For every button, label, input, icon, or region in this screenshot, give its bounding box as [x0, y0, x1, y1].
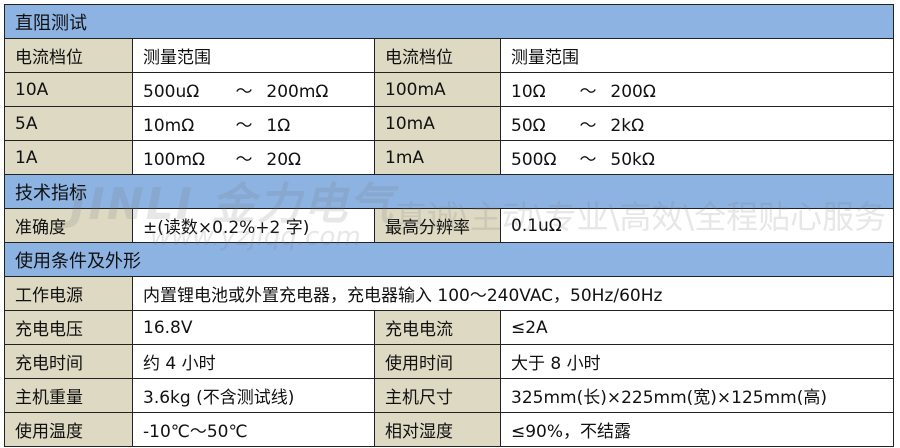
section-dc-header: 直阻测试 [4, 4, 894, 39]
resolution-value: 0.1uΩ [500, 208, 894, 243]
spec-label: 充电时间 [4, 344, 133, 379]
section-title: 技术指标 [4, 174, 894, 209]
measure-range: 10mΩ ～ 1Ω [132, 106, 375, 141]
spec-value: 3.6kg (不含测试线) [132, 378, 375, 413]
header-cell: 测量范围 [500, 38, 894, 73]
section-cond-header: 使用条件及外形 [4, 242, 894, 277]
spec-label: 使用温度 [4, 412, 133, 447]
table-row: 主机重量 3.6kg (不含测试线) 主机尺寸 325mm(长)×225mm(宽… [4, 378, 894, 413]
spec-value: ≤90%，不结露 [500, 412, 894, 447]
spec-value: -10℃～50℃ [132, 412, 375, 447]
accuracy-label: 准确度 [4, 208, 133, 243]
current-range: 10mA [374, 106, 501, 141]
spec-value: 325mm(长)×225mm(宽)×125mm(高) [500, 378, 894, 413]
header-cell: 电流档位 [374, 38, 501, 73]
header-cell: 电流档位 [4, 38, 133, 73]
spec-label: 主机尺寸 [374, 378, 501, 413]
measure-range: 50Ω ～ 2kΩ [500, 106, 894, 141]
resolution-label: 最高分辨率 [374, 208, 501, 243]
table-row: 10A 500uΩ ～ 200mΩ 100mA 10Ω ～ 200Ω [4, 72, 894, 107]
table-row: 充电时间 约 4 小时 使用时间 大于 8 小时 [4, 344, 894, 379]
table-row: 5A 10mΩ ～ 1Ω 10mA 50Ω ～ 2kΩ [4, 106, 894, 141]
table-header-row: 电流档位 测量范围 电流档位 测量范围 [4, 38, 894, 73]
power-value: 内置锂电池或外置充电器，充电器输入 100～240VAC，50Hz/60Hz [132, 276, 894, 311]
section-title: 使用条件及外形 [4, 242, 894, 277]
spec-label: 主机重量 [4, 378, 133, 413]
measure-range: 100mΩ ～ 20Ω [132, 140, 375, 175]
spec-value: 16.8V [132, 310, 375, 345]
spec-label: 相对湿度 [374, 412, 501, 447]
spec-label: 使用时间 [374, 344, 501, 379]
table-row: 工作电源 内置锂电池或外置充电器，充电器输入 100～240VAC，50Hz/6… [4, 276, 894, 311]
section-spec-header: 技术指标 [4, 174, 894, 209]
spec-table: 直阻测试 电流档位 测量范围 电流档位 测量范围 10A 500uΩ ～ 200m… [4, 4, 894, 447]
current-range: 1mA [374, 140, 501, 175]
spec-label: 充电电压 [4, 310, 133, 345]
measure-range: 500uΩ ～ 200mΩ [132, 72, 375, 107]
spec-value: 大于 8 小时 [500, 344, 894, 379]
power-label: 工作电源 [4, 276, 133, 311]
current-range: 10A [4, 72, 133, 107]
table-row: 使用温度 -10℃～50℃ 相对湿度 ≤90%，不结露 [4, 412, 894, 447]
spec-value: 约 4 小时 [132, 344, 375, 379]
table-row: 1A 100mΩ ～ 20Ω 1mA 500Ω ～ 50kΩ [4, 140, 894, 175]
spec-label: 充电电流 [374, 310, 501, 345]
current-range: 1A [4, 140, 133, 175]
table-row: 准确度 ±(读数×0.2%+2 字) 最高分辨率 0.1uΩ [4, 208, 894, 243]
section-title: 直阻测试 [4, 4, 894, 39]
header-cell: 测量范围 [132, 38, 375, 73]
measure-range: 10Ω ～ 200Ω [500, 72, 894, 107]
table-row: 充电电压 16.8V 充电电流 ≤2A [4, 310, 894, 345]
current-range: 5A [4, 106, 133, 141]
current-range: 100mA [374, 72, 501, 107]
spec-value: ≤2A [500, 310, 894, 345]
measure-range: 500Ω ～ 50kΩ [500, 140, 894, 175]
accuracy-value: ±(读数×0.2%+2 字) [132, 208, 375, 243]
